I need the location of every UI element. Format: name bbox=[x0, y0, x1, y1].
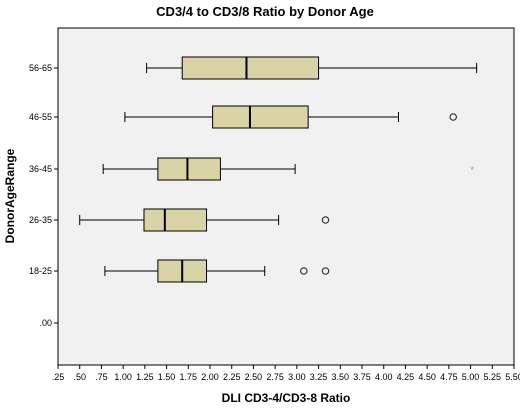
x-tick-label: 1.00 bbox=[114, 372, 132, 382]
box-18-25 bbox=[104, 259, 330, 283]
x-tick-label: 4.75 bbox=[440, 372, 458, 382]
x-tick-label: 2.75 bbox=[266, 372, 284, 382]
x-tick-label: 4.00 bbox=[375, 372, 393, 382]
iqr-box bbox=[181, 56, 320, 80]
iqr-box bbox=[212, 105, 309, 129]
x-tick-label: 4.25 bbox=[397, 372, 415, 382]
x-axis-title: DLI CD3-4/CD3-8 Ratio bbox=[222, 391, 351, 405]
x-tick-label: 3.00 bbox=[288, 372, 306, 382]
y-category-label: 46-55 bbox=[29, 112, 52, 122]
x-tick-label: 5.50 bbox=[505, 372, 520, 382]
outlier-point bbox=[449, 113, 458, 121]
x-tick-label: 5.25 bbox=[484, 372, 502, 382]
extreme-point: * bbox=[471, 165, 475, 175]
x-tick-label: .25 bbox=[52, 372, 65, 382]
y-category-label: .00 bbox=[39, 318, 52, 328]
y-category-label: 26-35 bbox=[29, 215, 52, 225]
box-36-45: * bbox=[102, 157, 475, 181]
plot-area bbox=[57, 27, 515, 366]
x-tick-label: 2.25 bbox=[223, 372, 241, 382]
x-tick-label: 3.50 bbox=[332, 372, 350, 382]
boxes-group: * bbox=[79, 56, 478, 283]
chart-title: CD3/4 to CD3/8 Ratio by Donor Age bbox=[156, 4, 374, 19]
x-tick-label: .75 bbox=[95, 372, 108, 382]
x-tick-label: 1.75 bbox=[180, 372, 198, 382]
iqr-box bbox=[157, 157, 221, 181]
y-axis-title: DonorAgeRange bbox=[3, 148, 17, 243]
box-56-65 bbox=[146, 56, 478, 80]
box-26-35 bbox=[79, 208, 330, 232]
outlier-point bbox=[300, 267, 308, 275]
x-tick-label: 2.50 bbox=[245, 372, 263, 382]
box-46-55 bbox=[124, 105, 458, 129]
x-tick-label: 3.75 bbox=[353, 372, 371, 382]
y-axis: 56-65 46-55 36-45 26-35 18-25 .00 bbox=[29, 63, 58, 328]
y-category-label: 36-45 bbox=[29, 164, 52, 174]
x-tick-label: 2.00 bbox=[201, 372, 219, 382]
y-category-label: 18-25 bbox=[29, 266, 52, 276]
x-tick-label: 3.25 bbox=[310, 372, 328, 382]
iqr-box bbox=[143, 208, 208, 232]
x-tick-label: 1.25 bbox=[136, 372, 154, 382]
y-category-label: 56-65 bbox=[29, 63, 52, 73]
outlier-point bbox=[321, 216, 330, 224]
x-tick-label: 1.50 bbox=[158, 372, 176, 382]
x-axis: .25 .50 .75 1.00 1.25 1.50 1.75 2.00 2.25 2.50 2.7… bbox=[52, 365, 520, 382]
x-tick-label: 5.00 bbox=[462, 372, 480, 382]
x-tick-label: 4.50 bbox=[418, 372, 436, 382]
x-tick-label: .50 bbox=[73, 372, 86, 382]
outlier-point bbox=[321, 267, 330, 275]
